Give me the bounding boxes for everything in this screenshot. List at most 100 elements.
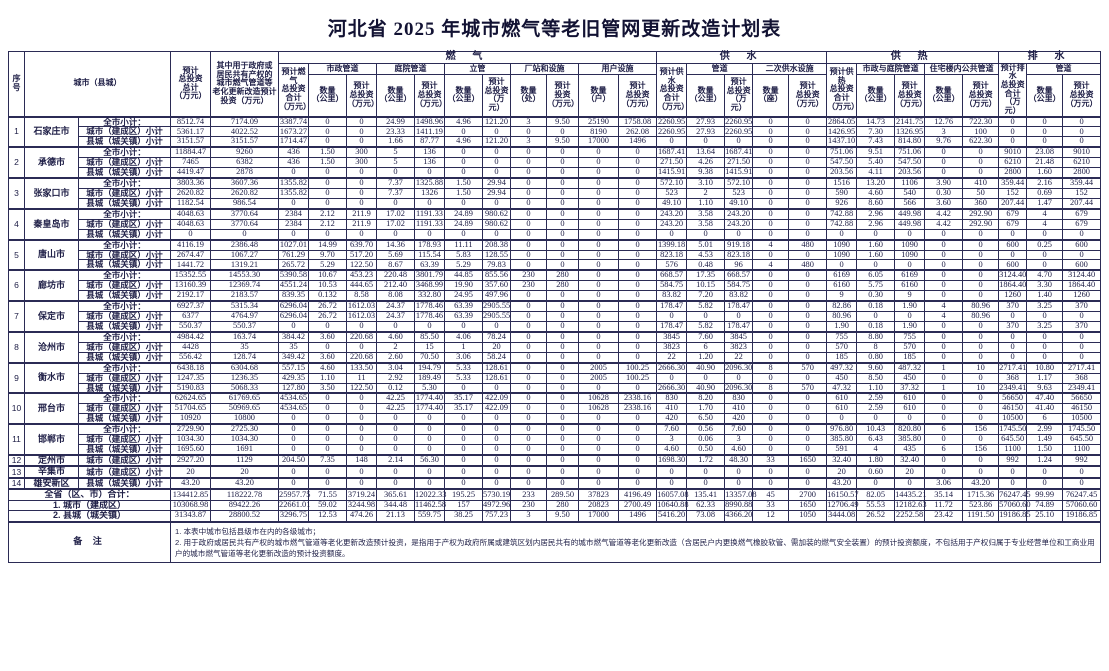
table-cell: 0	[578, 311, 619, 322]
table-cell: 7.35	[308, 453, 347, 467]
table-cell: 17.02	[376, 207, 415, 220]
table-cell: 557.15	[278, 361, 309, 374]
table-cell: 0	[444, 476, 483, 490]
row-scope: 全市小计：	[78, 115, 171, 128]
table-cell: 10500	[1062, 413, 1101, 425]
table-cell: 0	[546, 476, 579, 490]
row-city-name: 石家庄市	[24, 115, 79, 148]
table-cell: 449.98	[894, 218, 926, 230]
table-cell: 3823	[724, 341, 754, 353]
table-cell: 523	[724, 188, 754, 199]
table-cell: 0	[510, 476, 547, 490]
table-cell: 600	[998, 238, 1028, 251]
table-cell: 49.10	[656, 197, 688, 210]
table-cell: 4.11	[856, 167, 896, 179]
table-cell: 0	[1026, 351, 1064, 364]
table-cell: 0	[998, 311, 1028, 322]
table-cell: 0	[510, 341, 547, 353]
table-cell: 5.33	[444, 372, 483, 384]
table-cell: 0	[376, 423, 415, 436]
table-cell: 0	[924, 157, 964, 169]
table-cell: 0	[752, 372, 790, 384]
table-cell: 830	[656, 392, 688, 405]
table-cell: 1100	[1062, 444, 1101, 456]
table-cell: 639.70	[346, 238, 377, 251]
table-cell: 1326	[414, 188, 445, 199]
table-cell: 2674.47	[170, 249, 211, 261]
total-cell: 82.05	[856, 488, 896, 501]
table-cell: 15	[414, 341, 445, 353]
table-row: 14 雄安新区 县城（城关镇）小计 43.20 43.20 0 0 0 0 0 0 0 0 0 0 0 0 0 0 0…	[8, 476, 1101, 490]
table-cell: 0	[346, 115, 377, 128]
table-cell: 359.44	[1062, 177, 1101, 190]
table-cell: 2.12	[308, 218, 347, 230]
table-cell: 0	[856, 259, 896, 271]
table-cell: 3.58	[686, 218, 726, 230]
table-row: 1 石家庄市 全市小计： 8512.74 7174.09 3387.74 0 0 24.99 14…	[8, 115, 1101, 148]
table-cell: 0	[617, 167, 658, 179]
table-cell: 0	[578, 465, 619, 479]
table-cell: 0	[788, 403, 828, 415]
table-cell: 0	[924, 146, 964, 159]
table-cell: 0	[998, 341, 1028, 353]
table-row: 县城（城关镇）小计 4419.47 2878 0 0 0 0 0 0 0 0 0 0 0 1415.91 9.…	[9, 167, 1101, 179]
table-cell: 292.90	[962, 207, 1000, 220]
table-cell: 0	[617, 320, 658, 333]
row-city-name: 唐山市	[24, 238, 79, 271]
table-cell: 0	[376, 434, 415, 446]
table-cell: 2260.95	[724, 115, 754, 128]
table-cell: 1.20	[686, 351, 726, 364]
table-cell: 0	[346, 341, 377, 353]
table-cell: 0	[1026, 465, 1064, 479]
table-cell: 2.59	[856, 392, 896, 405]
table-cell: 1.47	[1026, 197, 1064, 210]
total-cell: 757.23	[482, 510, 511, 523]
table-cell: 178.93	[414, 238, 445, 251]
total-cell: 3444.08	[826, 510, 858, 523]
table-cell: 4.60	[856, 188, 896, 199]
th-unit-invest-secondary: 预计 总投资 （万元）	[788, 74, 828, 118]
table-cell: 370	[998, 300, 1028, 313]
table-cell: 24.37	[376, 311, 415, 322]
table-cell: 8512.74	[170, 115, 211, 128]
table-cell: 1437.10	[826, 136, 858, 148]
table-cell: 17.02	[376, 218, 415, 230]
table-cell: 0	[924, 330, 964, 343]
table-cell: 0	[308, 177, 347, 190]
th-unit-invest-drainpipe: 预计 总投资 （万元）	[1062, 74, 1101, 118]
table-cell: 2620.82	[170, 188, 211, 199]
table-cell: 0	[578, 280, 619, 292]
table-cell: 13.64	[686, 146, 726, 159]
th-unit-qty-km-municipal: 数量 （公里）	[308, 74, 347, 118]
table-cell: 243.20	[656, 218, 688, 230]
table-cell: 1.70	[686, 403, 726, 415]
table-cell: 0	[482, 382, 511, 394]
header-row-subgroups: 预计燃气 总投资 合计 （万元） 市政管道 庭院管道 立管 厂站和设施 用户设施 预计…	[9, 62, 1101, 118]
table-cell: 610	[826, 392, 858, 405]
table-cell: 0	[617, 269, 658, 282]
table-cell: 32.40	[894, 453, 926, 467]
total-cell: 11.72	[924, 499, 964, 512]
table-cell: 600	[998, 259, 1028, 271]
table-cell: 0	[962, 320, 1000, 333]
table-cell: 0	[1062, 476, 1101, 490]
table-cell: 49.10	[724, 197, 754, 210]
table-cell: 0	[346, 403, 377, 415]
table-cell: 0	[788, 249, 828, 261]
table-row: 10 邢台市 全市小计： 62624.65 61769.65 4534.65 0 0 42.25…	[8, 392, 1101, 425]
table-cell: 0	[510, 361, 547, 374]
table-cell: 0	[752, 228, 790, 241]
table-body: 1 石家庄市 全市小计： 8512.74 7174.09 3387.74 0 0 24.99 14…	[8, 115, 1101, 490]
table-cell: 0	[752, 403, 790, 415]
table-cell: 3.10	[686, 177, 726, 190]
table-cell: 300	[346, 157, 377, 169]
table-cell: 6	[686, 341, 726, 353]
table-cell: 0	[308, 136, 347, 148]
table-cell: 2666.30	[656, 382, 688, 394]
table-cell: 0	[894, 228, 926, 241]
table-cell: 0	[546, 444, 579, 456]
table-cell: 0.132	[308, 290, 347, 302]
table-cell: 178.47	[656, 300, 688, 313]
table-cell: 0	[1026, 115, 1064, 128]
